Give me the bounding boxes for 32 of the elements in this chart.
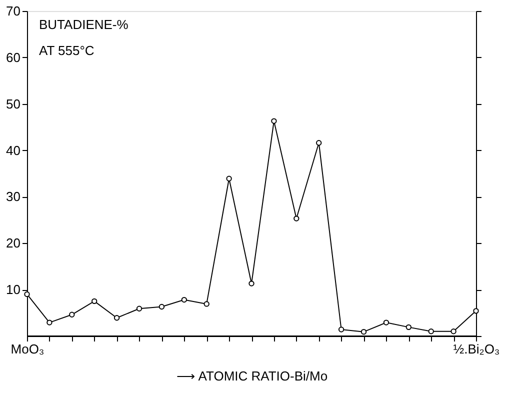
y-tick-label: 70 — [6, 4, 20, 18]
y-axis-title: BUTADIENE-% AT 555°C — [39, 17, 129, 58]
point — [473, 308, 479, 314]
point — [158, 304, 165, 310]
y-tick-label: 10 — [6, 282, 20, 298]
point — [114, 315, 120, 321]
point — [248, 280, 254, 286]
y-tick-label: 60 — [6, 50, 20, 65]
point — [204, 301, 210, 307]
x-tick-label: MoO₃ — [10, 342, 44, 356]
point — [294, 216, 300, 222]
point — [226, 176, 232, 182]
point — [316, 140, 322, 146]
y-tick-label: 50 — [6, 96, 20, 112]
point — [450, 328, 456, 334]
point — [181, 296, 187, 303]
y-tick-label: 20 — [6, 236, 20, 251]
y-tick-label: 30 — [6, 189, 20, 204]
point — [360, 328, 367, 335]
x-axis-title: ⟶ ATOMIC RATIO-Bi/Mo — [176, 368, 328, 384]
point — [383, 320, 390, 326]
point — [46, 320, 52, 326]
point — [338, 326, 344, 332]
point — [69, 312, 75, 318]
point — [136, 306, 142, 312]
x-tick-label: ½.Bi₂O₃ — [453, 342, 500, 356]
point — [271, 118, 277, 124]
point — [24, 291, 30, 298]
point — [428, 328, 434, 334]
y-tick-label: 40 — [6, 142, 20, 158]
point — [406, 324, 412, 330]
point — [92, 298, 98, 304]
